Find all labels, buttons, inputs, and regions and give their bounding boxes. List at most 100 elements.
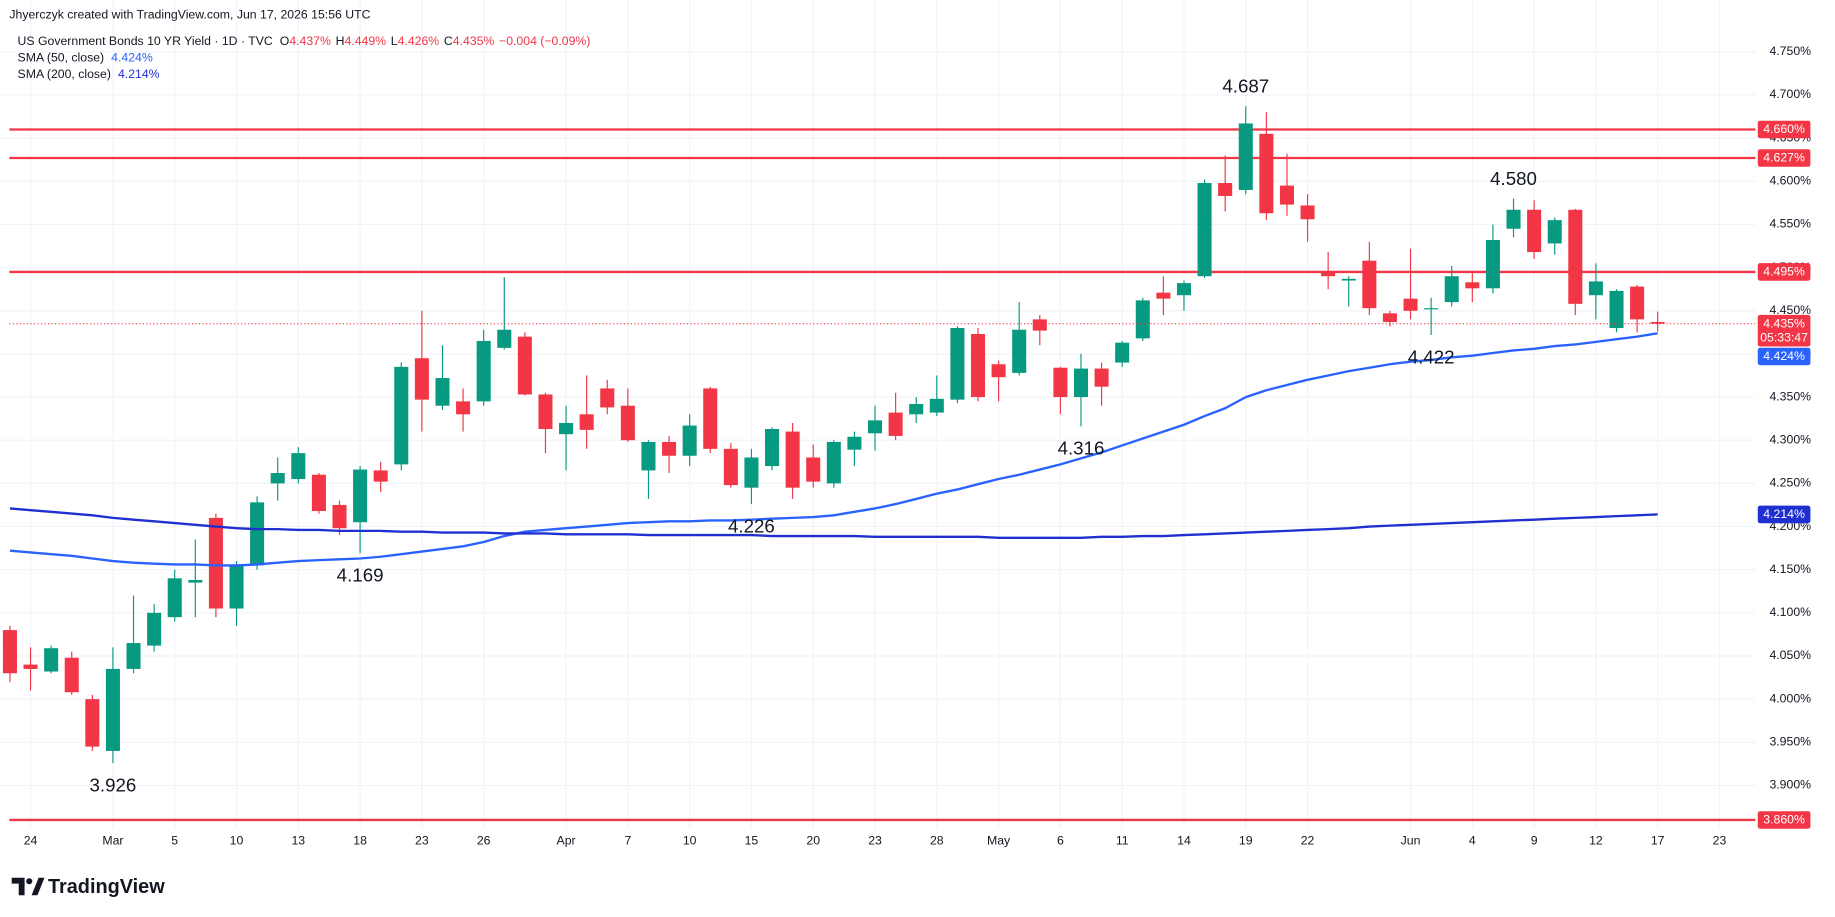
x-tick-label: 23 xyxy=(1713,834,1727,848)
x-tick-label: 23 xyxy=(415,834,429,848)
sma-legend: SMA (50, close) 4.424% xyxy=(18,51,153,65)
annotation: 4.580 xyxy=(1490,168,1537,189)
candle-body xyxy=(1197,183,1212,277)
y-tick-label: 4.700% xyxy=(1769,87,1811,101)
candle-body xyxy=(867,420,883,434)
x-tick-label: 10 xyxy=(230,834,244,848)
price-tag-label: 4.214% xyxy=(1763,507,1805,521)
candle-body xyxy=(600,388,615,408)
ohlc-value: 4.437% xyxy=(289,34,331,48)
x-tick-label: 19 xyxy=(1239,834,1253,848)
candle-body xyxy=(1156,292,1171,299)
candle-body xyxy=(64,657,79,693)
x-tick-label: Mar xyxy=(102,834,123,848)
candle-body xyxy=(785,431,800,488)
candle-body xyxy=(1527,209,1542,253)
x-tick-label: Jun xyxy=(1401,834,1421,848)
candle-body xyxy=(1218,183,1233,196)
x-tick-label: 5 xyxy=(171,834,178,848)
annotation: 4.226 xyxy=(728,515,775,536)
y-tick-label: 4.550% xyxy=(1769,217,1811,231)
candle-body xyxy=(373,470,388,482)
candle-body xyxy=(188,580,203,583)
candle-body xyxy=(579,414,594,430)
candle-body xyxy=(806,457,821,482)
candle-body xyxy=(1053,367,1068,398)
logo-icon xyxy=(11,877,25,896)
candle-body xyxy=(909,403,924,415)
candle-body xyxy=(1238,123,1253,190)
candle-body xyxy=(456,401,471,415)
price-tag-label: 4.435% xyxy=(1763,316,1805,330)
candle-body xyxy=(1115,342,1130,363)
candle-body xyxy=(1012,329,1027,373)
candle-body xyxy=(229,565,244,609)
candle-body xyxy=(147,612,162,646)
y-tick-label: 4.300% xyxy=(1769,432,1811,446)
candle-body xyxy=(476,340,491,402)
x-tick-label: 24 xyxy=(24,834,38,848)
candle-body xyxy=(744,457,759,488)
price-tag xyxy=(1757,120,1811,139)
x-tick-label: 26 xyxy=(477,834,491,848)
plot: 3.926 4.169 4.226 4.316 4.687 4.580 4.422 xyxy=(2,75,1756,822)
x-tick-label: 9 xyxy=(1531,834,1538,848)
y-tick-label: 4.150% xyxy=(1769,562,1811,576)
candle-body xyxy=(394,366,409,465)
candle-body xyxy=(1094,368,1109,387)
candle-body xyxy=(208,517,223,609)
annotation: 4.422 xyxy=(1408,346,1455,367)
price-tag-label: 3.860% xyxy=(1763,813,1805,827)
candle-body xyxy=(1630,286,1645,320)
y-tick-label: 4.000% xyxy=(1769,691,1811,705)
candle-body xyxy=(435,378,450,406)
ohlc-key: C xyxy=(444,34,453,48)
candle-body xyxy=(682,425,697,456)
x-tick-label: 18 xyxy=(353,834,367,848)
candle-body xyxy=(1403,298,1418,311)
candle-body xyxy=(662,441,677,456)
logo: TradingView xyxy=(11,876,165,898)
price-tag xyxy=(1757,314,1811,347)
candle-body xyxy=(44,648,59,672)
y-tick-label: 4.250% xyxy=(1769,476,1811,490)
legend-name: SMA (50, close) xyxy=(18,51,105,65)
candle-body xyxy=(250,502,265,566)
candle-body xyxy=(1321,271,1336,277)
candle-body xyxy=(847,436,862,450)
candle-body xyxy=(1506,209,1521,229)
y-tick-label: 4.100% xyxy=(1769,605,1811,619)
symbol: US Government Bonds 10 YR Yield · 1D · T… xyxy=(18,34,273,48)
ohlc-value: 4.449% xyxy=(344,34,386,48)
candle-body xyxy=(126,643,141,669)
candle-body xyxy=(703,388,718,449)
candle-body xyxy=(1382,313,1397,322)
candle-body xyxy=(991,364,1006,378)
y-tick-label: 4.750% xyxy=(1769,44,1811,58)
grid xyxy=(0,0,1756,829)
price-tag xyxy=(1757,149,1811,167)
legend-name: SMA (200, close) xyxy=(18,67,111,81)
annotation: 4.169 xyxy=(337,565,384,586)
x-tick-label: 15 xyxy=(745,834,759,848)
candle-body xyxy=(1568,209,1583,304)
candle-body xyxy=(970,334,986,398)
x-tick-label: 11 xyxy=(1116,834,1129,848)
candle-body xyxy=(1135,300,1150,339)
candle-body xyxy=(1424,308,1439,310)
x-tick-label: 28 xyxy=(930,834,944,848)
symbol-legend: US Government Bonds 10 YR Yield · 1D · T… xyxy=(18,34,591,48)
candle-body xyxy=(517,336,532,395)
logo-icon xyxy=(26,878,33,885)
y-tick-label: 4.350% xyxy=(1769,389,1811,403)
x-tick-label: 22 xyxy=(1301,834,1315,848)
y-tick-label: 3.950% xyxy=(1769,735,1811,749)
y-tick-label: 3.900% xyxy=(1769,778,1811,792)
axes: 3.900%3.950%4.000%4.050%4.100%4.150%4.20… xyxy=(24,44,1811,848)
price-tag-label: 4.627% xyxy=(1763,151,1805,165)
candle-body xyxy=(270,473,285,484)
x-tick-label: 7 xyxy=(624,834,631,848)
candle-body xyxy=(620,405,635,441)
